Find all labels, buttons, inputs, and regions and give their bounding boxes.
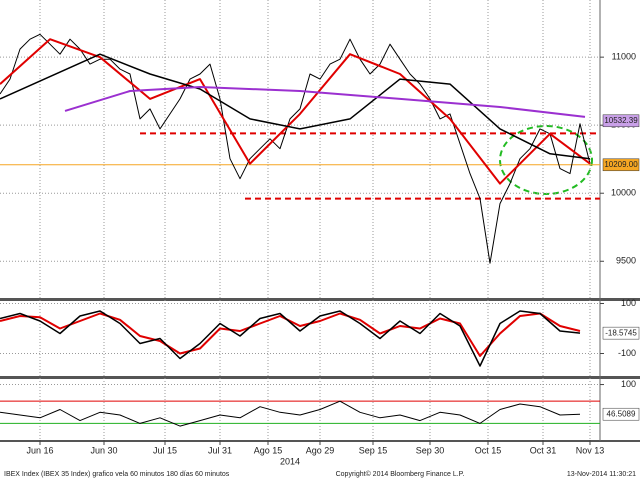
panel-separator: [0, 298, 640, 301]
panel-separator: [0, 376, 640, 379]
y-tick-label: 10000: [611, 188, 636, 198]
x-tick-label: Jun 16: [26, 445, 53, 455]
footer-center: Copyright© 2014 Bloomberg Finance L.P.: [336, 470, 465, 478]
x-tick-label: Oct 31: [530, 445, 557, 455]
value-tag: [602, 158, 640, 172]
highlight-ellipse: [499, 125, 593, 195]
x-tick-label: Jul 31: [208, 445, 232, 455]
x-tick-label: Ago 15: [254, 445, 283, 455]
value-tag-label: 46.5089: [607, 409, 636, 418]
value-tag: [602, 326, 640, 340]
x-tick-label: Nov 13: [576, 445, 605, 455]
x-tick-label: Jul 15: [153, 445, 177, 455]
x-axis-label: 2014: [280, 456, 300, 466]
value-tag: [602, 407, 640, 421]
series-line: [0, 400, 581, 427]
y-tick-label: 9500: [616, 256, 636, 266]
series-line: [64, 86, 586, 118]
value-tag-label: 10532.39: [604, 116, 638, 125]
series-line: [0, 53, 591, 160]
x-tick-label: Oct 15: [475, 445, 502, 455]
y-tick-label: -100: [618, 348, 636, 358]
footer-left: IBEX Index (IBEX 35 Index) grafico vela …: [4, 471, 230, 478]
x-tick-label: Sep 30: [416, 445, 445, 455]
series-line: [0, 310, 581, 367]
value-tag: [602, 114, 640, 128]
footer-right: 13-Nov-2014 11:30:21: [567, 471, 636, 478]
y-tick-label: 100: [621, 298, 636, 308]
y-tick-label: 11000: [612, 52, 636, 62]
x-tick-label: Ago 29: [306, 445, 335, 455]
series-line: [0, 38, 591, 185]
series-line: [0, 33, 591, 264]
series-line: [0, 312, 581, 357]
x-tick-label: Sep 15: [359, 445, 388, 455]
value-tag-label: -18.5745: [605, 328, 637, 337]
y-tick-label: 100: [621, 379, 636, 389]
x-tick-label: Jun 30: [90, 445, 117, 455]
value-tag-label: 10209.00: [604, 160, 638, 169]
